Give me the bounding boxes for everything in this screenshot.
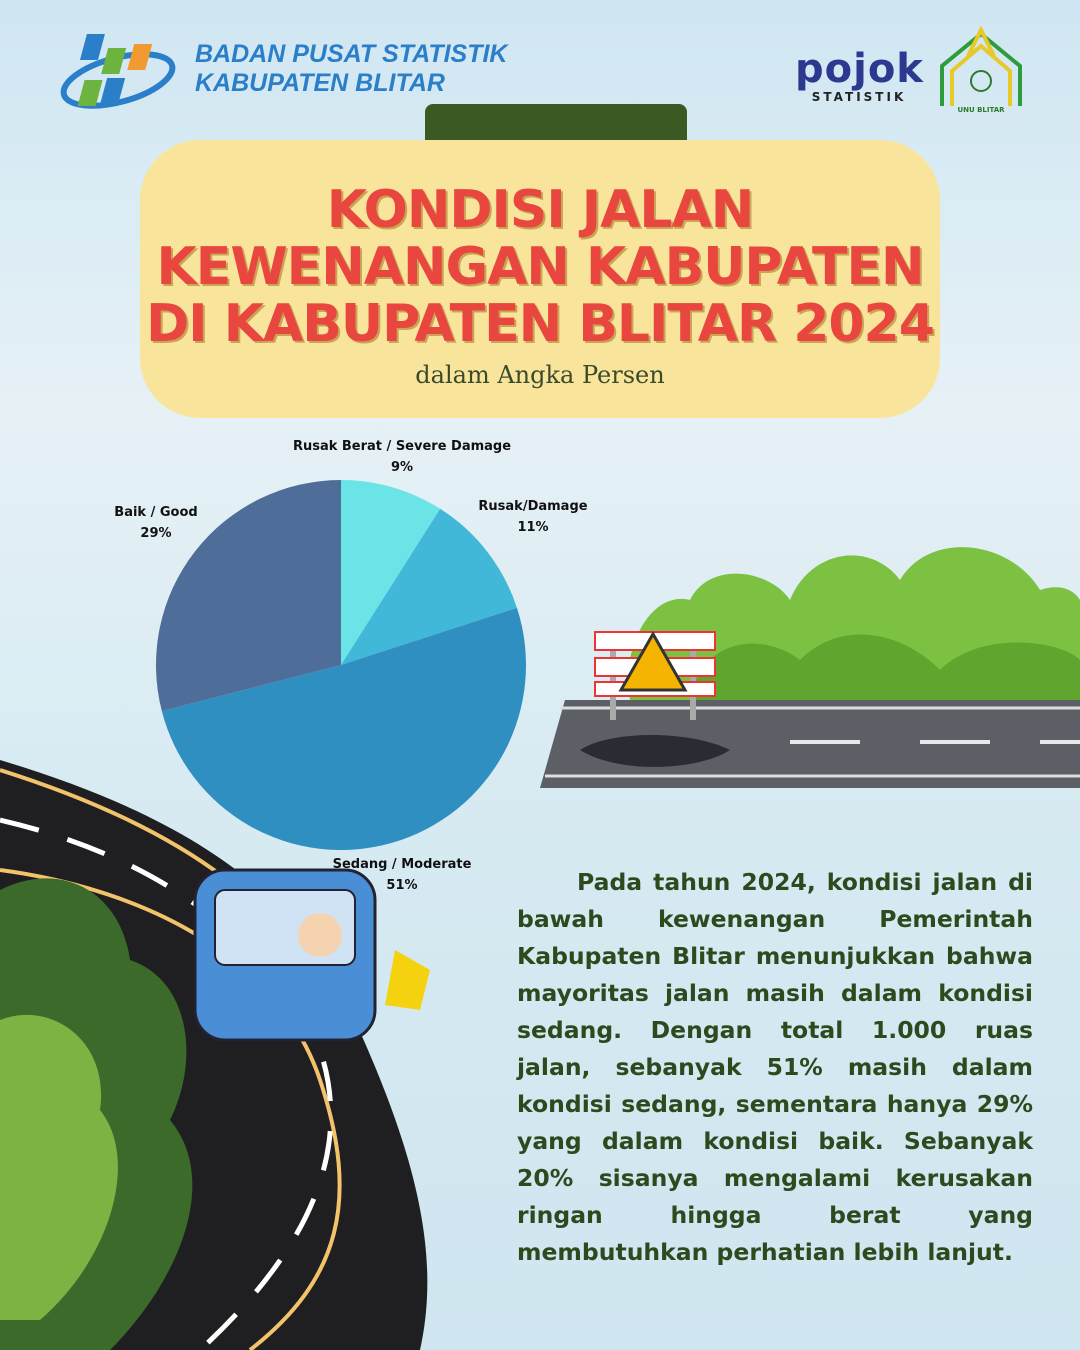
- unu-blitar-logo: [940, 26, 1022, 106]
- road-scene-right: [540, 547, 1080, 788]
- road-scene-left: [0, 760, 430, 1350]
- org-name: BADAN PUSAT STATISTIK KABUPATEN BLITAR: [195, 40, 508, 98]
- car-illustration: [193, 868, 430, 1042]
- pie-label-moderate: Sedang / Moderate 51%: [332, 857, 472, 893]
- pojok-word: pojok: [795, 46, 924, 92]
- road-barrier: [594, 630, 716, 720]
- pie-label-good: Baik / Good 29%: [114, 505, 198, 541]
- pie-slice-1: [341, 508, 517, 665]
- title-line2: KEWENANGAN KABUPATEN: [156, 237, 925, 297]
- title-line1: KONDISI JALAN: [326, 180, 755, 240]
- unu-logo-text: UNU BLITAR: [957, 106, 1005, 114]
- pie-slice-0: [341, 480, 441, 665]
- page-title: KONDISI JALAN KEWENANGAN KABUPATEN DI KA…: [140, 182, 940, 353]
- subtitle: dalam Angka Persen: [415, 361, 665, 389]
- pojok-statistik-logo: pojok STATISTIK: [795, 48, 923, 104]
- description-paragraph: Pada tahun 2024, kondisi jalan di bawah …: [517, 868, 1033, 1266]
- org-name-line1: BADAN PUSAT STATISTIK: [195, 40, 508, 68]
- org-name-line2: KABUPATEN BLITAR: [195, 69, 445, 97]
- bps-logo: [60, 34, 176, 109]
- title-line3: DI KABUPATEN BLITAR 2024: [146, 294, 935, 354]
- pojok-sub: STATISTIK: [811, 90, 907, 104]
- pie-slice-2: [161, 607, 527, 851]
- pie-slice-3: [156, 480, 341, 712]
- pie-label-severe: Rusak Berat / Severe Damage 9%: [292, 439, 512, 475]
- title-box: KONDISI JALAN KEWENANGAN KABUPATEN DI KA…: [140, 140, 940, 418]
- pie-label-damage: Rusak/Damage 11%: [478, 499, 588, 535]
